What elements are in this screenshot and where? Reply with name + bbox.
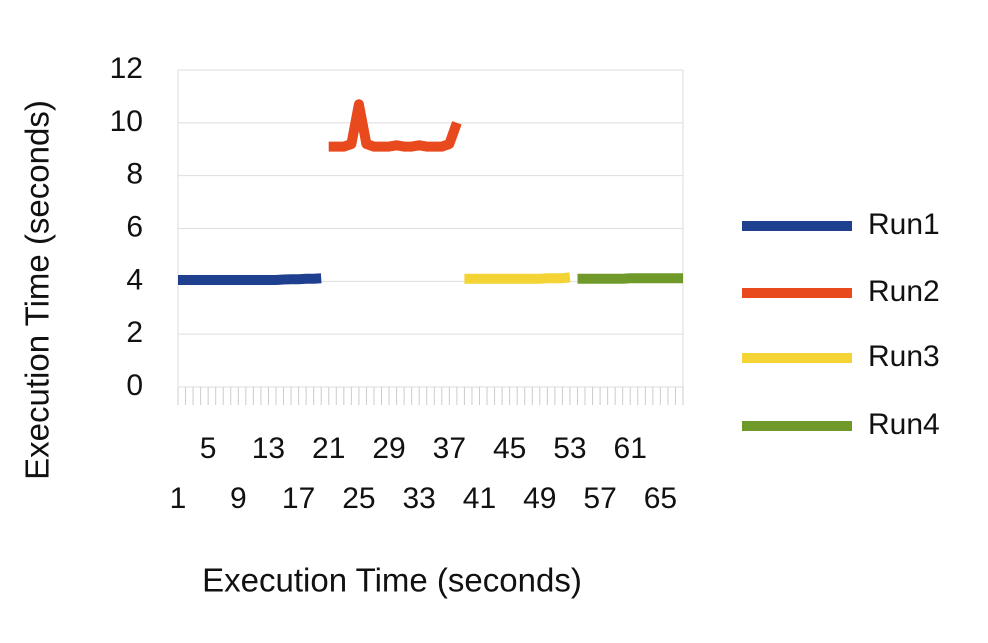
x-tick-label: 25 <box>342 482 375 515</box>
legend-label: Run4 <box>868 408 940 441</box>
x-tick-label: 33 <box>403 482 436 515</box>
x-tick-label: 1 <box>170 482 187 515</box>
series-line <box>178 273 322 285</box>
legend-label: Run2 <box>868 275 940 308</box>
y-tick-label: 10 <box>110 105 143 138</box>
x-tick-label: 17 <box>282 482 315 515</box>
x-tick-label: 41 <box>463 482 496 515</box>
x-tick-label: 5 <box>200 432 217 465</box>
x-tick-label: 45 <box>493 432 526 465</box>
x-tick-label: 49 <box>523 482 556 515</box>
x-tick-label: 29 <box>372 432 405 465</box>
y-tick-label: 0 <box>126 369 143 402</box>
y-tick-label: 8 <box>126 158 143 191</box>
x-tick-label: 53 <box>553 432 586 465</box>
x-tick-label: 57 <box>583 482 616 515</box>
x-tick-label: 37 <box>433 432 466 465</box>
legend-label: Run3 <box>868 340 940 373</box>
x-tick-label: 13 <box>252 432 285 465</box>
legend-label: Run1 <box>868 208 940 241</box>
series-line <box>577 273 683 284</box>
y-axis-title: Execution Time (seconds) <box>19 100 56 480</box>
x-tick-label: 21 <box>312 432 345 465</box>
x-axis-title: Execution Time (seconds) <box>202 562 582 599</box>
x-tick-label: 61 <box>614 432 647 465</box>
x-tick-label: 65 <box>644 482 677 515</box>
series-line <box>464 272 571 284</box>
y-tick-label: 6 <box>126 210 143 243</box>
y-tick-label: 2 <box>126 316 143 349</box>
y-tick-label: 4 <box>126 263 143 296</box>
series-line <box>328 99 462 152</box>
y-tick-label: 12 <box>110 52 143 85</box>
x-tick-label: 9 <box>230 482 247 515</box>
